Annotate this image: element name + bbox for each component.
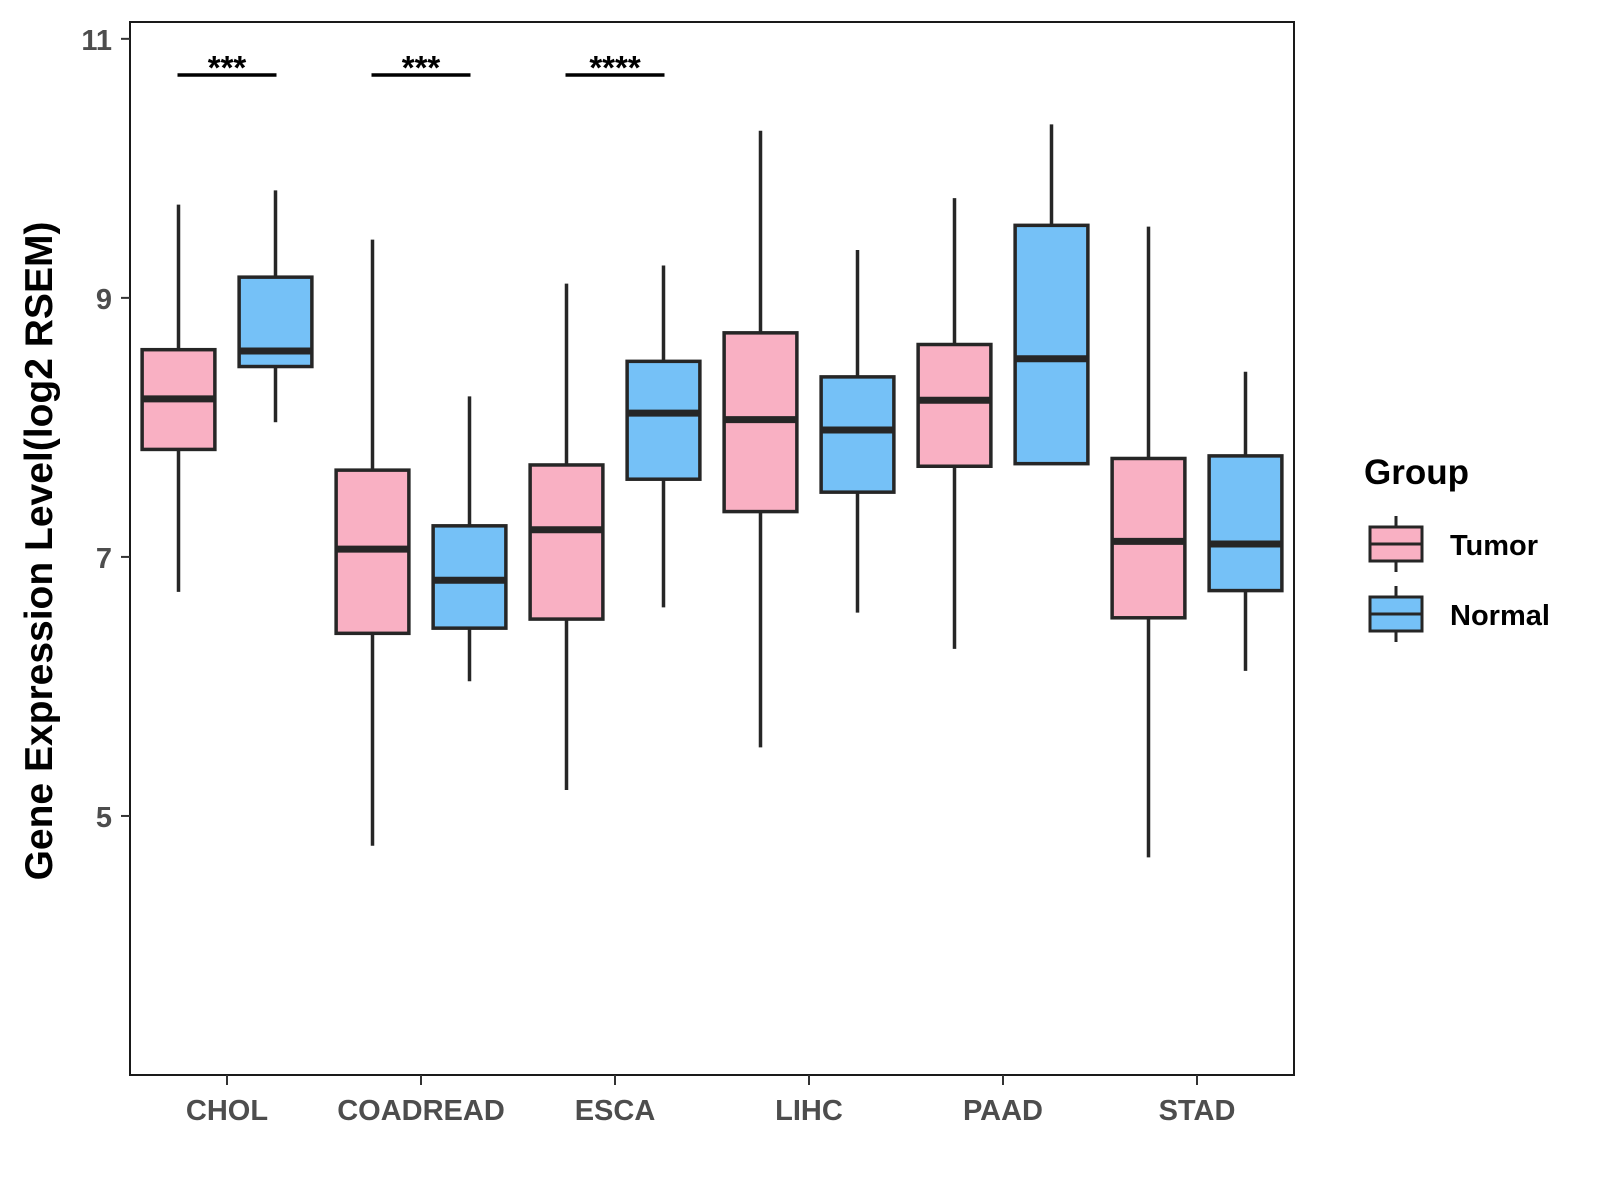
significance-label: ***	[402, 49, 441, 86]
x-tick-label: COADREAD	[337, 1095, 505, 1127]
box-iqr	[1013, 223, 1090, 466]
box-normal-chol	[237, 190, 314, 423]
x-tick-label: PAAD	[963, 1095, 1043, 1127]
box-iqr	[625, 359, 702, 481]
box-normal-stad	[1207, 371, 1284, 671]
legend-key-tumor: Tumor	[1368, 516, 1538, 572]
legend-label: Normal	[1450, 600, 1550, 632]
y-tick-label: 5	[96, 802, 112, 834]
x-axis: CHOL COADREAD ESCA LIHC PAAD STAD	[186, 1075, 1235, 1127]
box-tumor-coadread	[334, 239, 411, 846]
box-normal-coadread	[431, 396, 508, 682]
boxplot-marks	[140, 124, 1284, 858]
x-tick-label: STAD	[1159, 1095, 1236, 1127]
y-tick-label: 11	[81, 25, 112, 57]
box-tumor-esca	[528, 283, 605, 791]
legend-label: Tumor	[1450, 530, 1538, 562]
box-iqr	[1207, 454, 1284, 593]
box-normal-lihc	[819, 249, 896, 613]
box-tumor-chol	[140, 204, 217, 592]
significance-label: ***	[208, 49, 247, 86]
y-axis-label: Gene Expression Level(log2 RSEM)	[18, 222, 61, 881]
legend-key-normal: Normal	[1368, 586, 1550, 642]
significance-annotations: *** *** ****	[177, 49, 665, 86]
significance-label: ****	[589, 49, 641, 86]
box-tumor-lihc	[722, 130, 799, 748]
box-tumor-stad	[1110, 226, 1187, 858]
box-iqr	[819, 375, 896, 494]
box-normal-esca	[625, 265, 702, 608]
box-iqr	[916, 342, 993, 469]
box-normal-paad	[1013, 124, 1090, 466]
box-iqr	[528, 463, 605, 621]
y-tick-label: 7	[96, 543, 112, 575]
legend-title: Group	[1364, 453, 1469, 492]
plot-panel	[129, 21, 1295, 1076]
x-tick-label: CHOL	[186, 1095, 268, 1127]
x-tick-label: ESCA	[575, 1095, 656, 1127]
y-tick-label: 9	[96, 284, 112, 316]
legend: Group Tumor Normal	[1364, 453, 1550, 642]
y-axis: 5 7 9 11	[81, 25, 130, 834]
box-tumor-paad	[916, 198, 993, 649]
x-tick-label: LIHC	[775, 1095, 843, 1127]
